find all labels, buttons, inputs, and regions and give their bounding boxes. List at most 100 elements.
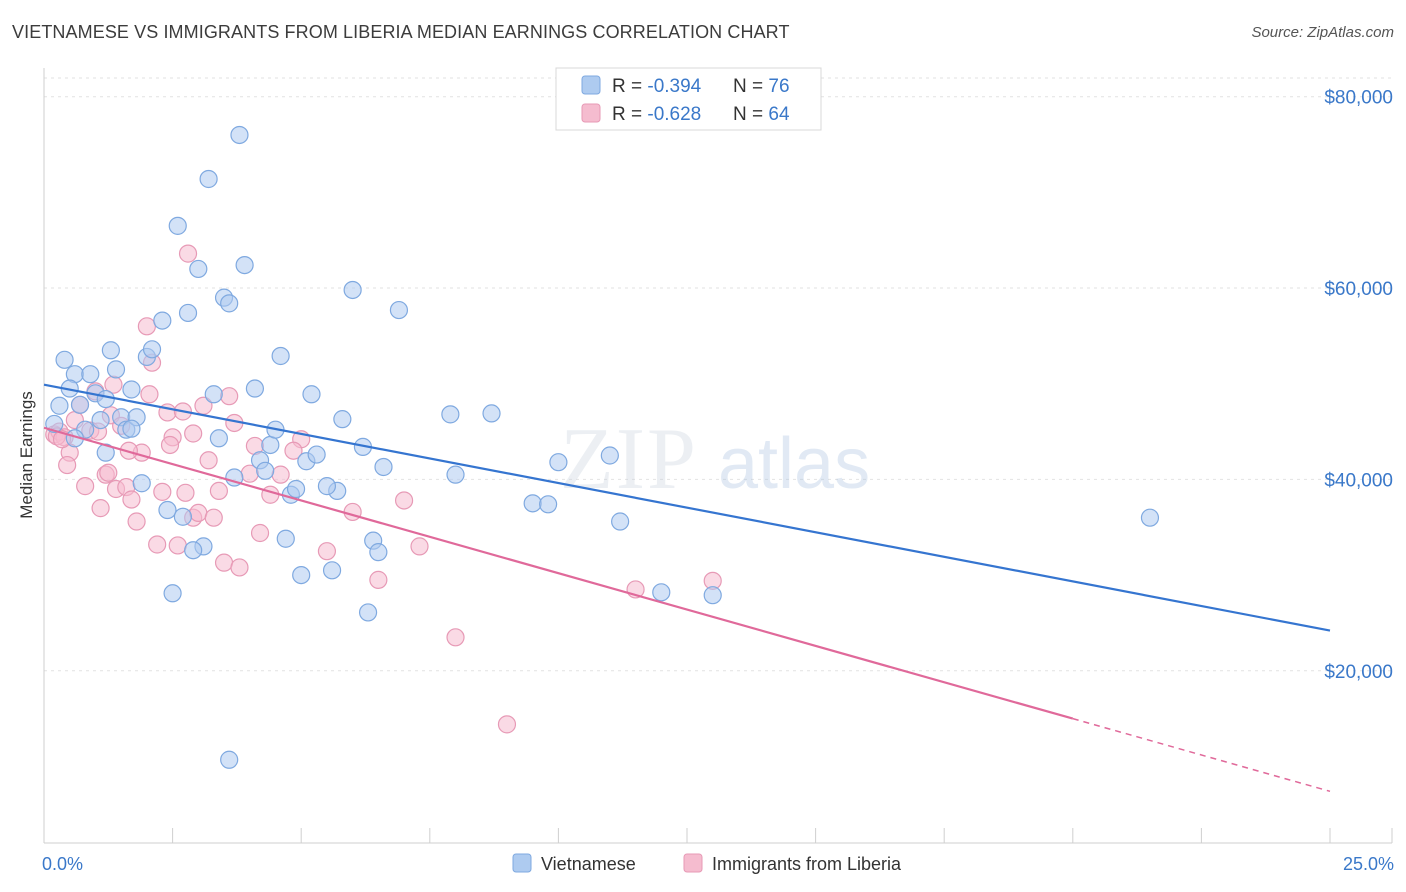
x-axis-ticks bbox=[43, 828, 1393, 843]
point-vietnamese-29 bbox=[220, 294, 239, 313]
point-vietnamese-54 bbox=[389, 300, 409, 320]
point-vietnamese-68 bbox=[220, 750, 239, 769]
point-liberia-6 bbox=[76, 477, 95, 496]
point-vietnamese-6 bbox=[101, 341, 120, 360]
legend-label-liberia: Immigrants from Liberia bbox=[712, 854, 902, 874]
point-vietnamese-7 bbox=[55, 350, 74, 369]
point-vietnamese-47 bbox=[333, 410, 352, 429]
chart-title: VIETNAMESE VS IMMIGRANTS FROM LIBERIA ME… bbox=[12, 22, 790, 42]
point-vietnamese-4 bbox=[91, 410, 110, 430]
point-vietnamese-53 bbox=[374, 457, 393, 477]
point-vietnamese-26 bbox=[204, 385, 223, 404]
point-liberia-18 bbox=[137, 317, 156, 336]
y-tick-label-1: $40,000 bbox=[1324, 470, 1393, 491]
point-liberia-44 bbox=[343, 502, 362, 522]
point-liberia-61 bbox=[140, 385, 159, 404]
point-liberia-34 bbox=[220, 387, 239, 406]
chart-source: Source: ZipAtlas.com bbox=[1251, 24, 1394, 41]
stats-n-value-vietnamese: 76 bbox=[768, 76, 789, 97]
series-legend: Vietnamese Immigrants from Liberia bbox=[512, 853, 902, 874]
point-vietnamese-37 bbox=[271, 346, 290, 366]
point-vietnamese-17 bbox=[142, 340, 162, 359]
point-vietnamese-25 bbox=[199, 169, 218, 189]
point-vietnamese-50 bbox=[358, 603, 378, 622]
trend-line-vietnamese bbox=[43, 383, 1331, 632]
point-vietnamese-2 bbox=[81, 365, 100, 384]
point-vietnamese-48 bbox=[343, 280, 362, 300]
point-liberia-48 bbox=[446, 628, 465, 647]
point-vietnamese-59 bbox=[539, 495, 558, 514]
watermark-atlas: atlas bbox=[718, 424, 870, 504]
point-liberia-59 bbox=[284, 441, 303, 460]
svg-text:R = -0.628: R = -0.628 bbox=[612, 104, 701, 125]
y-tick-label-0: $20,000 bbox=[1324, 662, 1393, 683]
point-liberia-24 bbox=[168, 536, 187, 555]
x-tick-label-1: 25.0% bbox=[1343, 854, 1394, 874]
y-tick-label-3: $80,000 bbox=[1324, 88, 1393, 109]
point-liberia-49 bbox=[497, 715, 517, 734]
point-vietnamese-61 bbox=[600, 446, 619, 465]
point-vietnamese-0 bbox=[50, 396, 69, 415]
point-vietnamese-44 bbox=[307, 445, 326, 464]
y-axis-label: Median Earnings bbox=[17, 391, 36, 519]
legend-label-vietnamese: Vietnamese bbox=[541, 854, 636, 874]
point-vietnamese-41 bbox=[292, 565, 311, 585]
trend-lines bbox=[43, 383, 1331, 793]
point-liberia-40 bbox=[261, 485, 280, 504]
point-vietnamese-64 bbox=[703, 586, 722, 605]
point-vietnamese-45 bbox=[322, 561, 342, 580]
stats-legend-swatch-liberia bbox=[581, 103, 601, 123]
watermark-zip: ZIP bbox=[560, 411, 698, 508]
point-vietnamese-58 bbox=[523, 494, 542, 513]
point-liberia-41 bbox=[271, 465, 290, 484]
legend-swatch-liberia bbox=[683, 853, 703, 873]
series-vietnamese-points bbox=[45, 125, 1160, 769]
point-liberia-32 bbox=[209, 481, 228, 501]
stats-r-label-liberia: R = bbox=[612, 104, 647, 125]
watermark: ZIP atlas bbox=[560, 411, 870, 508]
point-vietnamese-65 bbox=[1140, 508, 1160, 527]
point-liberia-63 bbox=[99, 463, 118, 482]
point-vietnamese-69 bbox=[163, 584, 182, 603]
point-vietnamese-63 bbox=[652, 583, 671, 602]
point-liberia-15 bbox=[122, 490, 141, 509]
point-liberia-16 bbox=[127, 512, 146, 531]
point-vietnamese-32 bbox=[245, 379, 265, 398]
svg-text:R = -0.394: R = -0.394 bbox=[612, 76, 702, 97]
point-vietnamese-18 bbox=[153, 311, 172, 330]
point-vietnamese-14 bbox=[122, 380, 141, 399]
x-axis-tick-labels: 0.0% 25.0% bbox=[42, 854, 1394, 874]
point-vietnamese-43 bbox=[302, 385, 321, 404]
point-liberia-57 bbox=[176, 483, 195, 502]
point-vietnamese-23 bbox=[189, 259, 208, 279]
point-vietnamese-75 bbox=[317, 477, 337, 496]
stats-r-label-vietnamese: R = bbox=[612, 76, 647, 97]
point-vietnamese-31 bbox=[235, 255, 254, 275]
point-vietnamese-5 bbox=[96, 389, 115, 409]
point-vietnamese-20 bbox=[168, 216, 187, 235]
point-liberia-43 bbox=[317, 542, 337, 561]
stats-r-value-vietnamese: -0.394 bbox=[647, 76, 701, 97]
point-vietnamese-19 bbox=[158, 500, 177, 520]
point-liberia-30 bbox=[199, 451, 218, 470]
point-vietnamese-74 bbox=[122, 419, 141, 438]
x-tick-label-0: 0.0% bbox=[42, 854, 83, 874]
point-vietnamese-21 bbox=[173, 507, 192, 526]
legend-swatch-vietnamese bbox=[512, 853, 532, 873]
point-vietnamese-60 bbox=[549, 453, 568, 472]
point-liberia-58 bbox=[184, 424, 203, 443]
y-axis-tick-labels: $20,000 $40,000 $60,000 $80,000 bbox=[1324, 88, 1393, 683]
point-liberia-39 bbox=[250, 523, 270, 543]
point-vietnamese-40 bbox=[286, 479, 306, 499]
point-vietnamese-27 bbox=[209, 429, 228, 448]
point-vietnamese-62 bbox=[611, 512, 630, 531]
point-vietnamese-30 bbox=[230, 125, 249, 145]
stats-n-label-vietnamese: N = bbox=[733, 76, 768, 97]
point-liberia-46 bbox=[394, 491, 414, 510]
stats-n-label-liberia: N = bbox=[733, 104, 768, 125]
svg-text:N = 64: N = 64 bbox=[733, 104, 790, 125]
point-vietnamese-57 bbox=[482, 404, 501, 423]
point-vietnamese-52 bbox=[369, 543, 388, 562]
point-liberia-28 bbox=[189, 503, 208, 523]
